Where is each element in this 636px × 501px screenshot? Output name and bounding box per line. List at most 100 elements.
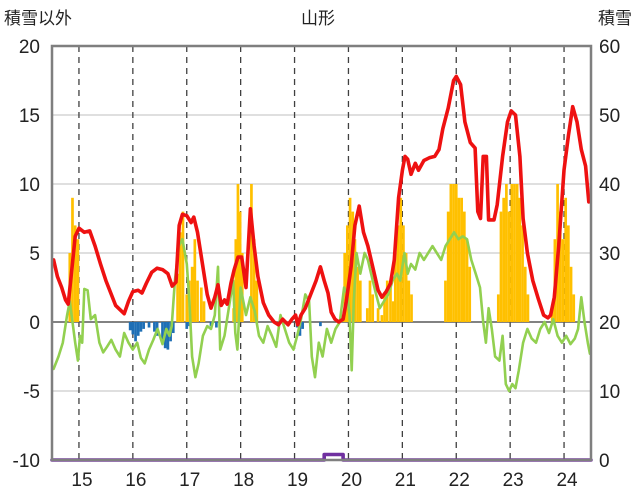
snow-bar [240,253,244,322]
snow-bar [202,301,206,322]
x-tick-label: 22 [449,470,470,491]
snow-bar [569,266,573,322]
snow-bar [234,239,238,322]
snow-bar [365,308,369,322]
snow-bar [558,211,562,322]
snow-bar [454,184,458,322]
snow-bar [190,266,194,322]
snow-bar [460,197,463,322]
left-axis-label: 積雪以外 [4,9,72,28]
snow-bar [199,287,203,322]
snow-bar [452,184,455,322]
snow-bar [196,280,199,322]
snow-bar [383,294,386,322]
snow-bar [410,294,413,322]
snow-bar [380,315,384,322]
left-tick-label: 20 [19,37,40,58]
negative-bar [161,322,164,343]
right-tick-label: 20 [599,313,620,334]
right-tick-label: 10 [599,382,620,403]
snow-bar [376,308,380,322]
negative-bar [128,322,132,331]
snow-bar [399,197,403,322]
snow-bar [185,294,189,322]
x-tick-label: 18 [233,470,254,491]
snow-bar [465,239,469,322]
snow-bar [521,225,524,322]
red-series-line [51,74,591,327]
snow-bar [502,197,506,322]
negative-bar [185,322,189,329]
snow-bar [444,280,447,322]
right-tick-label: 50 [599,106,620,127]
tick-labels: -10 -5 0 5 10 15 20 0 10 20 30 40 50 60 15 16 17 18 19 20 21… [13,37,621,491]
snow-bar [393,253,397,322]
left-tick-label: 5 [29,244,40,265]
green-series-line [52,231,592,393]
left-tick-label: 10 [19,175,40,196]
snow-bar [371,294,375,322]
x-tick-label: 16 [125,470,146,491]
right-tick-label: 30 [599,244,620,265]
negative-bar [153,322,156,332]
plot-frame [50,44,593,462]
snow-bar [368,280,372,322]
snow-bar [523,266,527,322]
snow-bar [518,197,522,322]
snow-bar [391,301,395,322]
snow-bar [572,294,576,322]
snow-bar [457,197,461,322]
negative-bar [131,322,135,335]
snow-bar [402,225,405,322]
x-tick-label: 20 [341,470,362,491]
snow-bar [238,211,242,322]
snow-bar [468,266,472,322]
snow-bar [389,287,392,322]
negative-bar [319,322,322,327]
x-tick-label: 21 [395,470,416,491]
snow-bar [507,211,511,322]
snow-bar [505,184,508,322]
snow-bar [76,239,80,322]
snow-bar [446,211,450,322]
x-tick-label: 19 [287,470,308,491]
snow-bar [404,253,408,322]
snow-bar [526,294,530,322]
left-tick-label: 0 [29,313,40,334]
negative-bar [166,322,170,350]
negative-bar [171,322,175,334]
snow-bar [176,273,179,322]
snow-bar [496,294,500,322]
negative-bar [215,322,218,328]
negative-bar [147,322,151,328]
x-tick-label: 17 [179,470,200,491]
chart-title: 山形 [301,9,335,28]
snow-bar [236,184,240,322]
snow-bar [462,211,466,322]
snow-bar [73,225,77,322]
snow-bar [356,266,359,322]
x-tick-label: 23 [503,470,524,491]
snow-bar [252,239,256,322]
snow-bar [255,280,259,322]
snow-bar [358,280,362,322]
snow-bar [515,184,519,322]
snow-bar [499,211,503,322]
right-axis-label: 積雪 [598,9,632,28]
snow-bar [564,197,568,322]
negative-bar [301,322,304,329]
snow-bar [567,225,570,322]
negative-bar [139,322,143,332]
negative-bar [136,322,140,336]
plot-border [50,44,593,462]
snow-bar [510,184,514,322]
right-tick-label: 60 [599,37,620,58]
snow-bar [407,280,411,322]
negative-bar [134,322,137,342]
x-tick-label: 15 [71,470,92,491]
right-tick-label: 0 [599,451,610,472]
left-tick-label: 15 [19,106,40,127]
snow-bar [250,184,253,322]
negative-bar [142,322,145,329]
